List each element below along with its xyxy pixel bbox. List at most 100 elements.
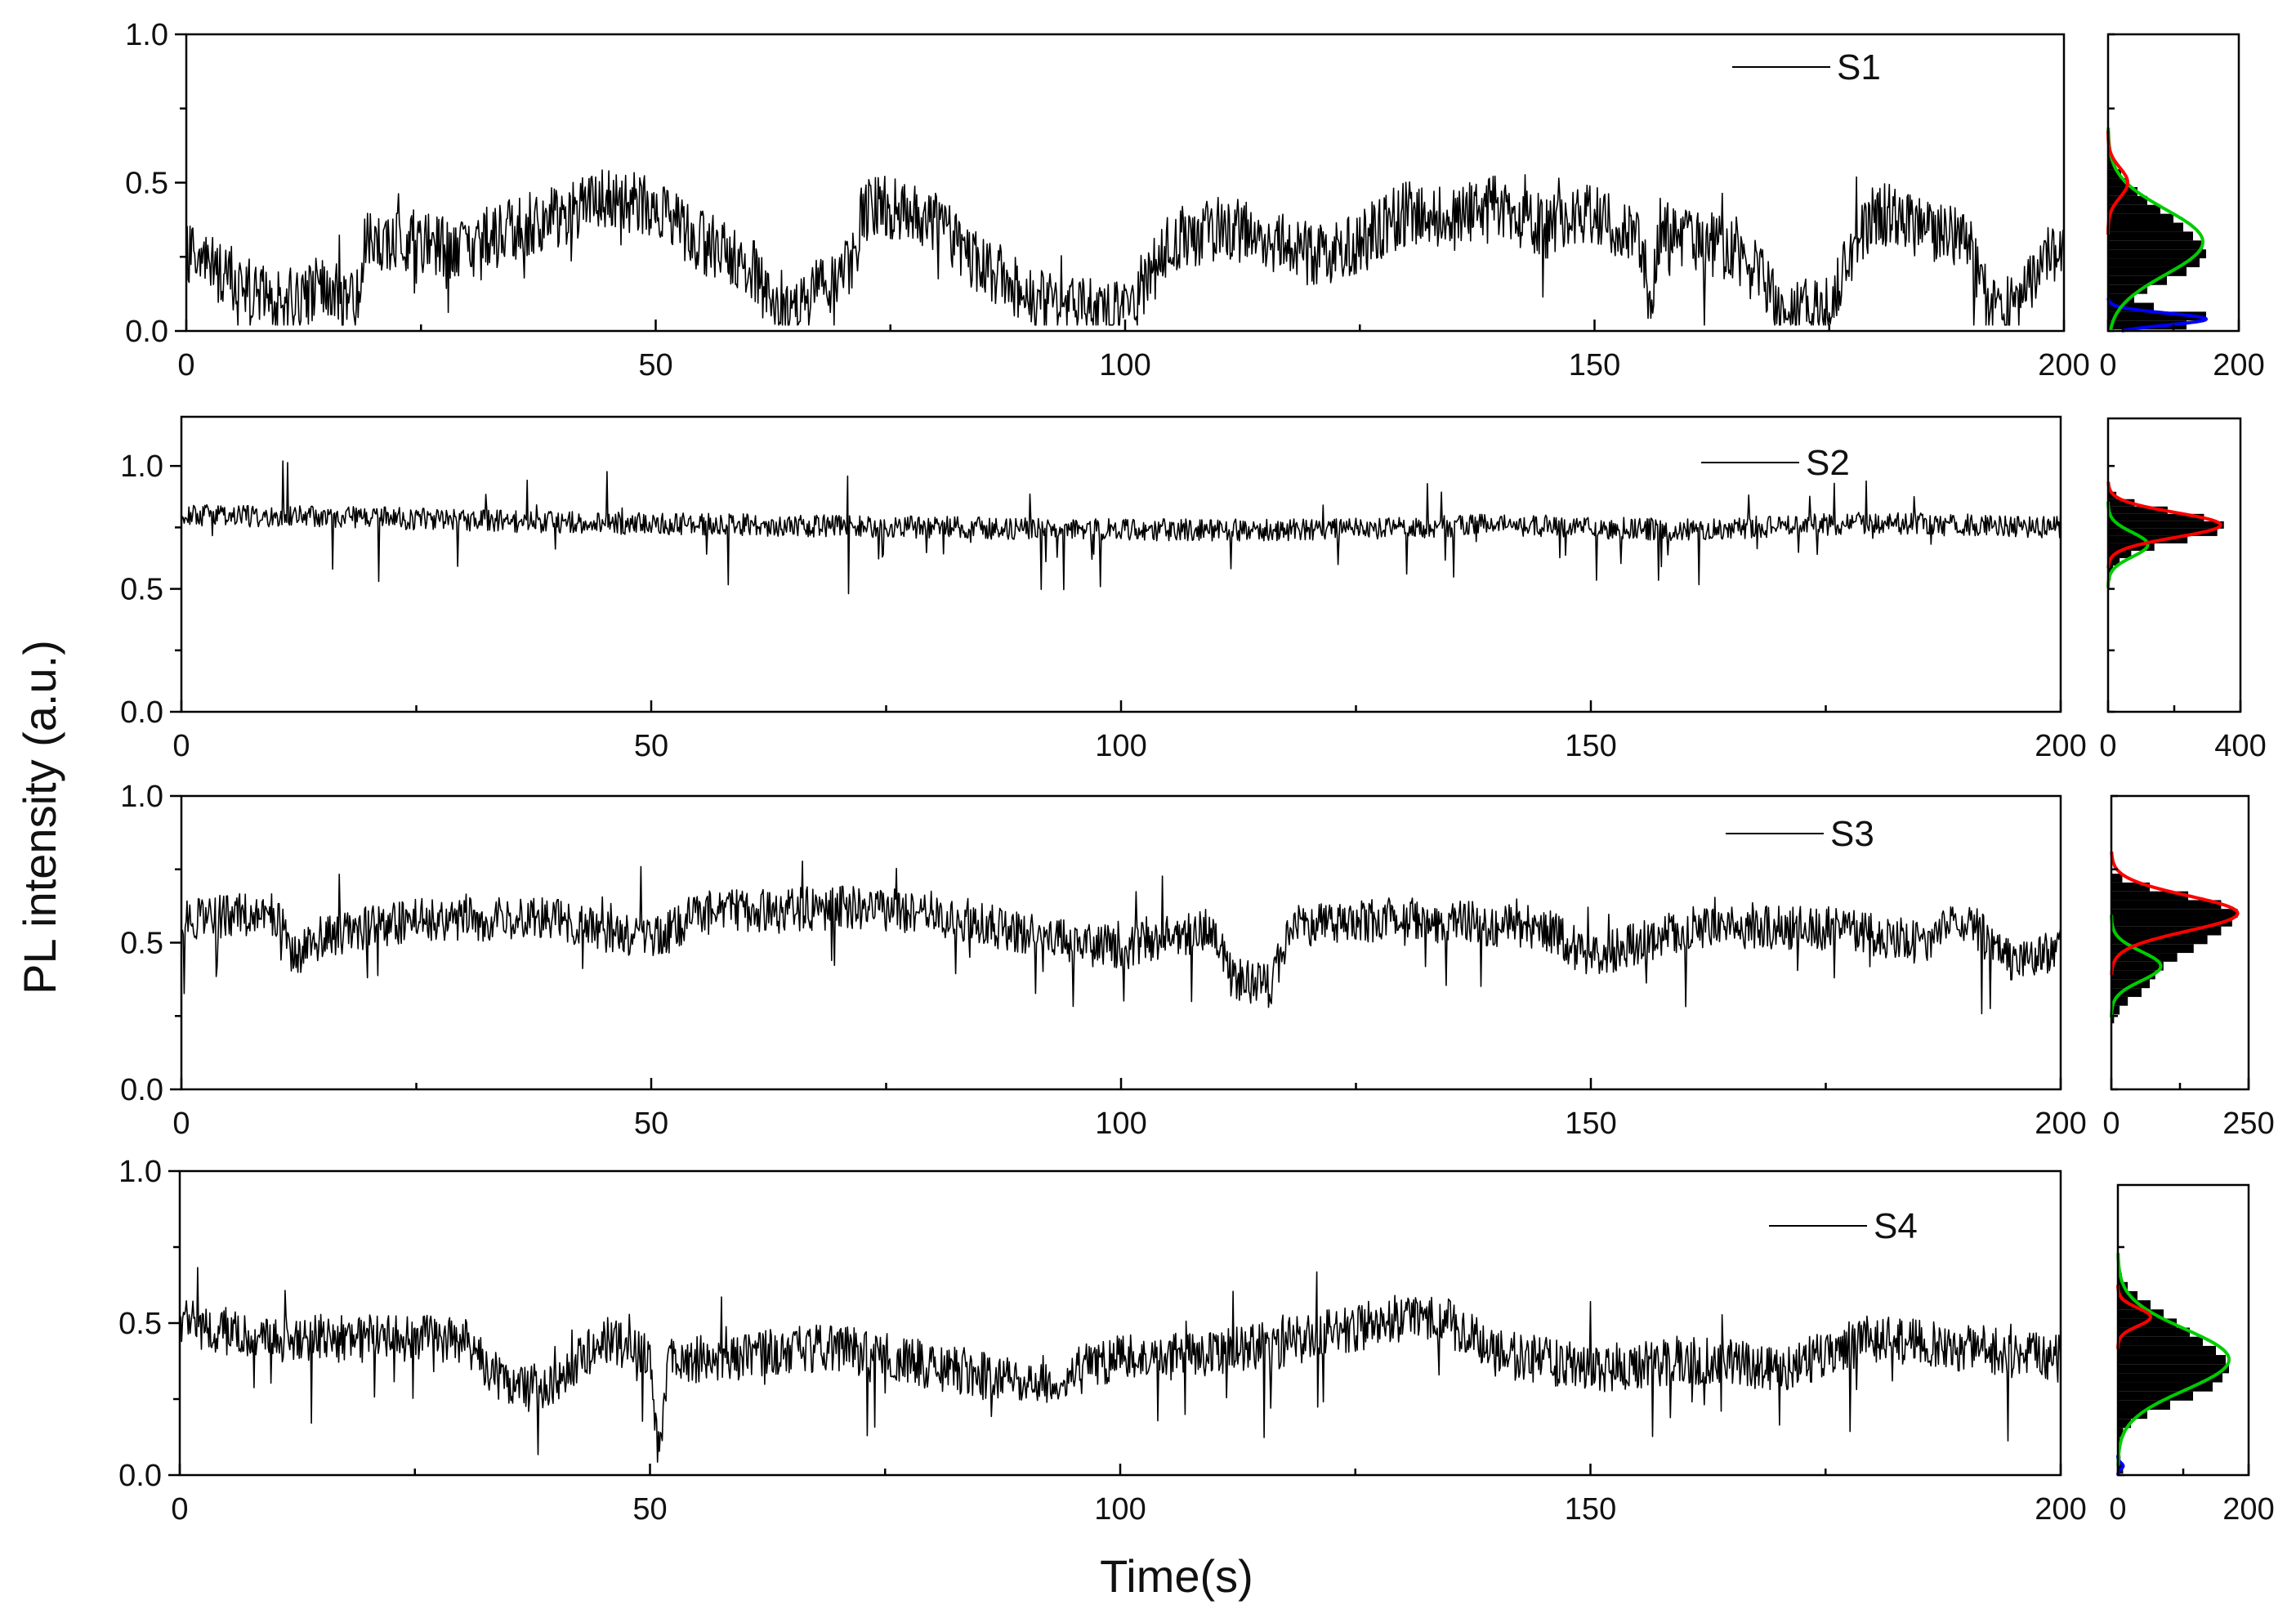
hist-x-tick-label: 0 — [2099, 348, 2116, 382]
histogram-bar — [2108, 240, 2203, 250]
trace-s2 — [181, 460, 2061, 595]
x-tick-label: 0 — [177, 348, 194, 382]
histogram-bar — [2111, 1014, 2115, 1024]
histogram-bar — [2108, 160, 2116, 170]
histogram-bar — [2118, 1309, 2164, 1319]
legend-label: S3 — [1830, 814, 1874, 854]
y-tick-label: 0.0 — [125, 315, 168, 349]
histogram-bar — [2111, 909, 2238, 918]
hist-x-tick-label: 0 — [2109, 1492, 2126, 1527]
hist-x-tick-label: 0 — [2102, 1107, 2120, 1141]
hist-x-tick-label: 200 — [2222, 1492, 2274, 1527]
histogram-bar — [2108, 535, 2188, 543]
hist-x-tick-label: 200 — [2213, 348, 2264, 382]
histogram-bar — [2108, 528, 2218, 536]
histogram-bar — [2118, 1327, 2190, 1337]
legend-label: S4 — [1874, 1206, 1918, 1246]
legend-label: S1 — [1837, 47, 1881, 87]
histogram-bar — [2108, 506, 2168, 514]
histogram-bar — [2118, 1345, 2216, 1356]
histogram-bar — [2118, 1373, 2222, 1383]
y-tick-label: 1.0 — [120, 780, 163, 814]
histogram-bar — [2108, 513, 2204, 521]
y-tick-label: 0.5 — [120, 927, 163, 961]
x-tick-label: 50 — [638, 348, 672, 382]
histogram-bar — [2111, 891, 2189, 901]
x-tick-label: 200 — [2035, 729, 2086, 763]
histogram-bar — [2111, 1005, 2120, 1015]
histogram-s2: 0 400 — [2099, 417, 2267, 763]
x-tick-label: 100 — [1094, 1492, 1146, 1527]
trace-s1 — [185, 169, 2065, 326]
histogram-bar — [2118, 1290, 2137, 1301]
histogram-bar — [2108, 566, 2114, 574]
histogram-bar — [2108, 499, 2135, 507]
histogram-bar — [2108, 178, 2128, 187]
histogram-s1: 0 200 — [2099, 33, 2265, 382]
x-tick-label: 200 — [2038, 348, 2089, 382]
histogram-bar — [2111, 882, 2151, 892]
histogram-bar — [2111, 996, 2128, 1006]
histogram-bar — [2111, 935, 2208, 945]
histogram-bar — [2111, 917, 2232, 927]
histogram-bar — [2111, 979, 2151, 989]
histogram-bar — [2111, 970, 2155, 980]
histogram-s4: 0 200 — [2109, 1183, 2275, 1527]
gaussian-fit-line — [2116, 1285, 2153, 1349]
histogram-bar — [2108, 266, 2187, 276]
x-tick-label: 0 — [172, 729, 190, 763]
legend-label: S2 — [1806, 443, 1850, 483]
x-axis-title: Time(s) — [1100, 1550, 1253, 1602]
histogram-bar — [2108, 169, 2121, 179]
x-tick-label: 0 — [172, 1107, 190, 1141]
histogram-bar — [2111, 874, 2123, 883]
histogram-bar — [2118, 1419, 2131, 1429]
histogram-bar — [2108, 320, 2187, 330]
histogram-bar — [2108, 311, 2206, 321]
histogram-s3: 0 250 — [2102, 794, 2275, 1141]
panel-s4: 0 50 100 150 200 0.0 0.5 1.0 S4 0 200 — [118, 1155, 2275, 1527]
x-tick-label: 100 — [1095, 1107, 1146, 1141]
gaussian-fit-line — [2110, 852, 2240, 976]
histogram-bar — [2108, 195, 2147, 205]
histogram-bar — [2111, 961, 2164, 971]
y-tick-label: 0.0 — [120, 695, 163, 730]
x-tick-label: 150 — [1565, 1492, 1616, 1527]
histogram-bar — [2108, 249, 2206, 259]
plot-frame — [178, 1169, 2062, 1477]
histogram-bar — [2111, 944, 2194, 954]
gaussian-fit-line — [2106, 131, 2129, 235]
hist-x-tick-label: 250 — [2222, 1107, 2274, 1141]
x-tick-label: 150 — [1565, 1107, 1616, 1141]
histogram-bar — [2108, 284, 2147, 294]
panel-s2: 0 50 100 150 200 0.0 0.5 1.0 S2 0 400 — [120, 415, 2267, 763]
histogram-bar — [2108, 275, 2167, 285]
histogram-bar — [2111, 953, 2178, 962]
histogram-bar — [2118, 1355, 2226, 1365]
y-tick-label: 0.0 — [118, 1459, 162, 1493]
trace-s3 — [181, 861, 2061, 1015]
x-tick-label: 100 — [1095, 729, 1146, 763]
x-tick-label: 50 — [634, 1107, 668, 1141]
histogram-bar — [2118, 1364, 2229, 1374]
y-tick-label: 0.5 — [118, 1307, 162, 1341]
hist-x-tick-label: 0 — [2099, 729, 2116, 763]
histogram-bar — [2111, 988, 2142, 997]
histogram-bar — [2108, 521, 2224, 529]
histogram-bar — [2111, 900, 2222, 910]
panel-s3: 0 50 100 150 200 0.0 0.5 1.0 S3 0 250 — [120, 780, 2275, 1141]
histogram-bar — [2108, 231, 2193, 241]
x-tick-label: 0 — [171, 1492, 188, 1527]
y-tick-label: 1.0 — [118, 1155, 162, 1189]
histogram-bar — [2118, 1391, 2193, 1401]
gaussian-fit-line — [2106, 501, 2150, 588]
y-tick-label: 0.5 — [120, 573, 163, 607]
histogram-bar — [2108, 222, 2183, 232]
plot-frame — [180, 415, 2062, 713]
x-tick-label: 200 — [2035, 1492, 2086, 1527]
y-tick-label: 1.0 — [125, 18, 168, 52]
histogram-bar — [2118, 1428, 2124, 1437]
histogram-bar — [2108, 204, 2160, 214]
